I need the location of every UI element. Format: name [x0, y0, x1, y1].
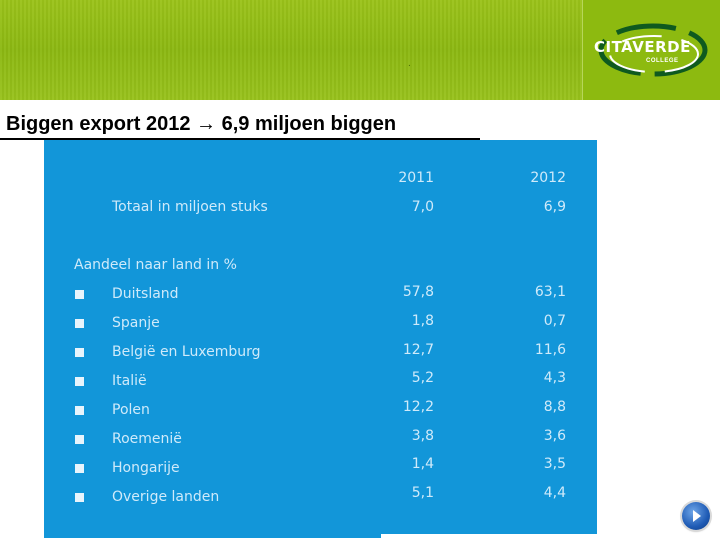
value-2012: 11,6 — [534, 342, 566, 358]
panel-bottom-strip — [44, 534, 381, 538]
value-2011: 1,4 — [411, 456, 434, 472]
value-2012: 63,1 — [534, 284, 566, 300]
country-label: Duitsland — [112, 286, 179, 302]
value-2011: 3,8 — [411, 428, 434, 444]
logo-name: CITAVERDE — [594, 38, 691, 56]
value-2012: 0,7 — [543, 313, 566, 329]
country-label: Polen — [112, 402, 150, 418]
total-2012: 6,9 — [543, 199, 566, 215]
year-header-2012: 2012 — [530, 170, 566, 186]
country-label: Roemenië — [112, 431, 182, 447]
section-label: Aandeel naar land in % — [74, 257, 237, 273]
value-2011: 5,2 — [411, 370, 434, 386]
bullet-icon — [75, 464, 84, 473]
total-2011: 7,0 — [411, 199, 434, 215]
bullet-icon — [75, 406, 84, 415]
bullet-icon — [75, 435, 84, 444]
value-2012: 3,5 — [543, 456, 566, 472]
slide-title: Biggen export 2012 → 6,9 miljoen biggen — [6, 113, 397, 135]
banner-dot: . — [408, 58, 411, 69]
country-label: Overige landen — [112, 489, 220, 505]
value-2012: 8,8 — [543, 399, 566, 415]
country-label: Hongarije — [112, 460, 180, 476]
total-label: Totaal in miljoen stuks — [112, 199, 268, 215]
play-next-icon — [693, 510, 701, 522]
value-2012: 3,6 — [543, 428, 566, 444]
logo-swoosh-icon — [598, 23, 708, 77]
bullet-icon — [75, 290, 84, 299]
logo-subtitle: COLLEGE — [646, 58, 679, 64]
value-2011: 12,7 — [402, 342, 434, 358]
bullet-icon — [75, 377, 84, 386]
value-2011: 1,8 — [411, 313, 434, 329]
bullet-icon — [75, 348, 84, 357]
country-label: Spanje — [112, 315, 160, 331]
header-banner — [0, 0, 582, 100]
value-2011: 5,1 — [411, 485, 434, 501]
value-2012: 4,3 — [543, 370, 566, 386]
country-label: Italië — [112, 373, 147, 389]
country-label: België en Luxemburg — [112, 344, 261, 360]
next-slide-button[interactable] — [682, 502, 710, 530]
value-2011: 57,8 — [402, 284, 434, 300]
bullet-icon — [75, 319, 84, 328]
value-2011: 12,2 — [402, 399, 434, 415]
title-divider — [0, 138, 480, 140]
export-table — [44, 140, 597, 534]
bullet-icon — [75, 493, 84, 502]
value-2012: 4,4 — [543, 485, 566, 501]
year-header-2011: 2011 — [398, 170, 434, 186]
